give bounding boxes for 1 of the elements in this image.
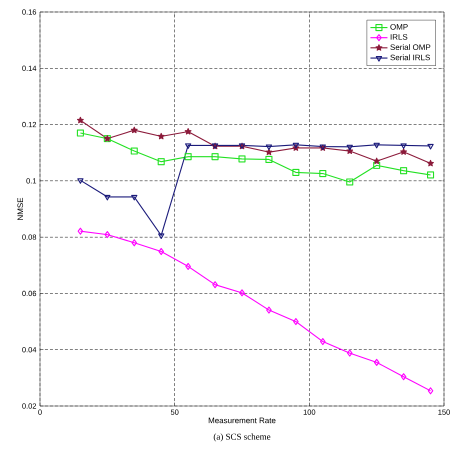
- text: (a) SCS scheme: [214, 433, 270, 442]
